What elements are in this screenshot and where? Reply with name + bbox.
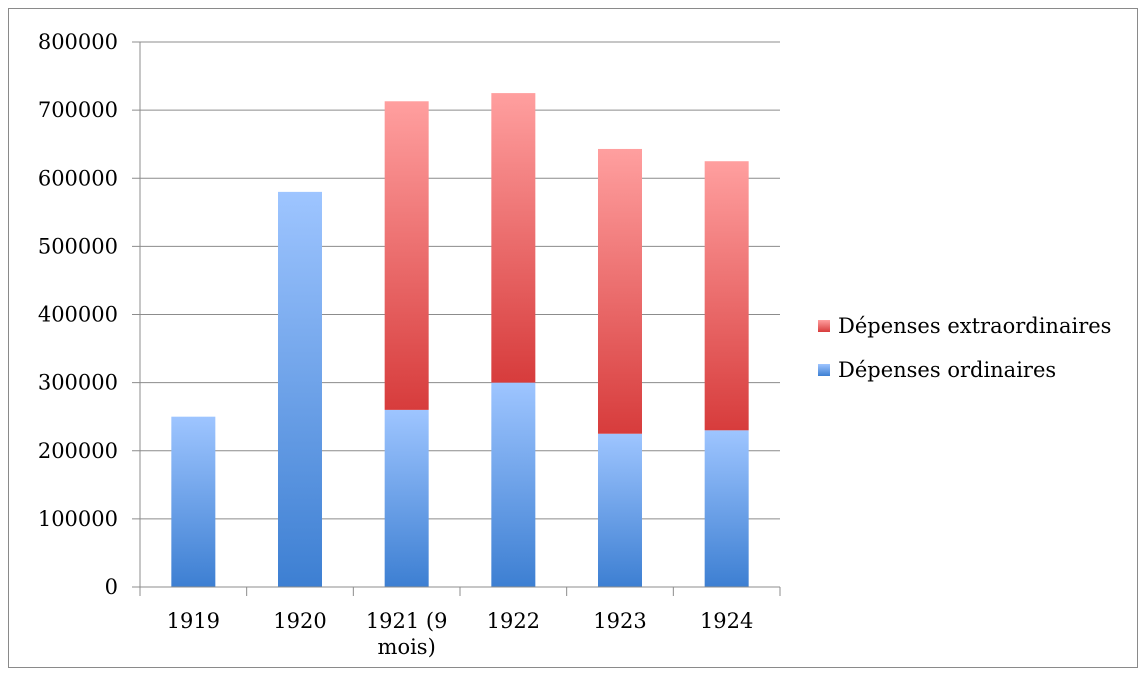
x-tick-label: 1921 (9 <box>366 609 448 633</box>
bar-ordinaires <box>491 382 536 587</box>
bar-ordinaires <box>171 416 216 587</box>
y-tick-label: 0 <box>105 575 118 599</box>
bar-extraordinaires <box>704 161 749 431</box>
y-tick-label: 600000 <box>38 166 118 190</box>
x-tick-label: 1922 <box>487 609 540 633</box>
y-tick-labels: 0 100000 200000 300000 400000 500000 600000 700… <box>38 30 118 599</box>
gridlines <box>132 41 780 588</box>
bar-ordinaires <box>598 433 642 587</box>
x-tick-label: 1923 <box>593 609 646 633</box>
legend-swatch <box>818 364 830 376</box>
y-tick-label: 700000 <box>38 98 118 122</box>
bar-extraordinaires <box>384 101 429 410</box>
y-tick-label: 100000 <box>38 507 118 531</box>
bar-ordinaires <box>278 191 322 587</box>
legend-swatch <box>818 320 830 332</box>
y-tick-label: 500000 <box>38 234 118 258</box>
x-tick-label: 1924 <box>700 609 753 633</box>
y-tick-label: 300000 <box>38 371 118 395</box>
x-tick-label: mois) <box>378 635 436 659</box>
legend: Dépenses extraordinaires Dépenses ordinai… <box>818 314 1111 382</box>
bar-extraordinaires <box>598 148 642 434</box>
axes <box>132 42 781 596</box>
bar-extraordinaires <box>491 93 536 383</box>
bar-ordinaires <box>704 430 749 587</box>
bar-ordinaires <box>384 409 429 587</box>
y-tick-label: 400000 <box>38 303 118 327</box>
y-tick-label: 200000 <box>38 439 118 463</box>
x-tick-label: 1920 <box>273 609 326 633</box>
y-tick-label: 800000 <box>38 30 118 54</box>
bars <box>171 93 749 587</box>
x-tick-label: 1919 <box>167 609 220 633</box>
legend-label: Dépenses ordinaires <box>838 358 1056 382</box>
legend-label: Dépenses extraordinaires <box>838 314 1111 338</box>
